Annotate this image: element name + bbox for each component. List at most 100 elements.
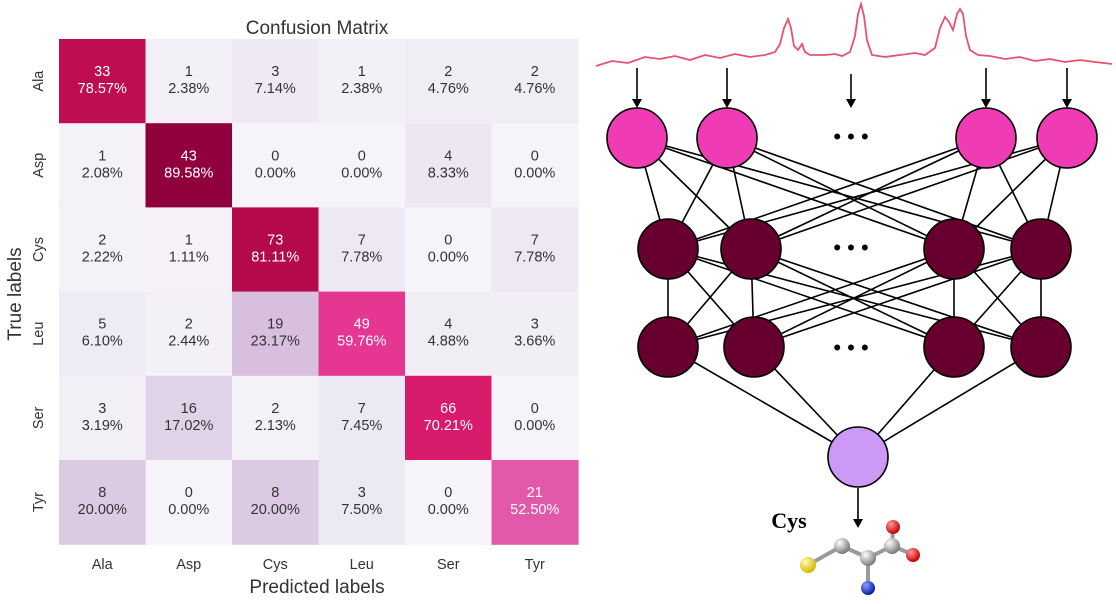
heatmap-cell	[59, 460, 147, 545]
y-tick-label: Ala	[31, 70, 47, 92]
heatmap-cell	[145, 375, 233, 461]
heatmap-cell	[59, 39, 147, 124]
heatmap-cell	[318, 291, 406, 377]
output-node	[827, 426, 889, 488]
cell-percent-label: 3.19%	[82, 418, 123, 434]
cell-count-label: 7	[358, 233, 366, 249]
heatmap-cell	[491, 460, 579, 545]
input-node	[955, 107, 1017, 169]
heatmap-cell	[145, 460, 233, 545]
tick-labels: Ala Asp Cys Leu Ser Tyr Ala Asp Cys Leu Ser Tyr	[31, 70, 545, 573]
cell-percent-label: 8.33%	[428, 165, 469, 181]
cell-percent-label: 89.58%	[164, 165, 213, 181]
cell-percent-label: 7.78%	[514, 250, 555, 266]
ellipsis-layer-2: • • •	[833, 235, 868, 260]
y-tick-label: Asp	[31, 153, 47, 178]
cell-percent-label: 4.76%	[514, 81, 555, 97]
cell-count-label: 1	[185, 64, 193, 80]
network-edge	[726, 137, 1042, 250]
input-node	[1036, 107, 1098, 169]
cell-percent-label: 0.00%	[428, 502, 469, 518]
cell-count-label: 2	[444, 64, 452, 80]
cell-percent-label: 52.50%	[510, 502, 559, 518]
cell-percent-label: 0.00%	[514, 165, 555, 181]
cell-count-label: 2	[98, 233, 106, 249]
neural-network-diagram: • • • • • • • • • Cys	[595, 0, 1113, 595]
hidden-node	[1010, 316, 1072, 378]
cell-percent-label: 3.66%	[514, 334, 555, 350]
cysteine-molecule-icon	[800, 520, 920, 595]
x-tick-label: Ser	[437, 557, 460, 573]
cell-count-label: 73	[267, 233, 283, 249]
cell-count-label: 49	[354, 317, 370, 333]
network-edge	[636, 137, 955, 250]
hidden-node	[1010, 218, 1072, 280]
input-arrowhead	[632, 99, 642, 108]
network-edge	[726, 137, 955, 250]
cell-percent-label: 1.11%	[169, 250, 209, 266]
cell-count-label: 0	[444, 485, 452, 501]
cell-percent-label: 0.00%	[255, 165, 296, 181]
x-tick-label: Cys	[263, 557, 288, 573]
cell-percent-label: 0.00%	[341, 165, 382, 181]
heatmap-cell	[491, 375, 579, 461]
cell-percent-label: 0.00%	[168, 502, 209, 518]
hidden-node	[723, 316, 785, 378]
y-axis-label: True labels	[5, 247, 26, 340]
network-edge	[667, 346, 859, 458]
cell-percent-label: 20.00%	[251, 502, 300, 518]
cell-percent-label: 7.50%	[341, 502, 382, 518]
heatmap-cell	[405, 460, 493, 545]
heatmap-cell	[318, 375, 406, 461]
y-tick-label: Ser	[31, 406, 47, 429]
cell-percent-label: 7.78%	[341, 250, 382, 266]
hidden-node	[720, 218, 782, 280]
heatmap-cell	[145, 291, 233, 377]
cell-percent-label: 0.00%	[514, 418, 555, 434]
heatmap-cell	[232, 207, 320, 293]
heatmap-cell	[491, 123, 579, 208]
x-tick-label: Tyr	[525, 557, 545, 573]
heatmap-cells: 3378.57%12.38%37.14%12.38%24.76%24.76%12…	[59, 39, 579, 545]
cell-count-label: 1	[185, 233, 193, 249]
heatmap-cell	[59, 123, 147, 208]
hidden-node	[637, 218, 699, 280]
output-label: Cys	[771, 508, 807, 533]
cell-count-label: 33	[94, 64, 110, 80]
network-edges	[636, 137, 1068, 458]
heatmap-cell	[491, 39, 579, 124]
heatmap-cell	[405, 291, 493, 377]
cell-percent-label: 81.11%	[251, 250, 299, 266]
cell-percent-label: 2.44%	[168, 334, 209, 350]
cell-percent-label: 4.88%	[428, 334, 469, 350]
cell-percent-label: 2.13%	[255, 418, 296, 434]
heatmap-cell	[232, 375, 320, 461]
cell-count-label: 8	[271, 485, 279, 501]
cell-count-label: 7	[531, 233, 539, 249]
cell-percent-label: 78.57%	[78, 81, 127, 97]
heatmap-cell	[145, 39, 233, 124]
cell-count-label: 1	[98, 148, 106, 164]
heatmap-cell	[318, 460, 406, 545]
cell-count-label: 0	[358, 148, 366, 164]
cell-count-label: 2	[271, 401, 279, 417]
x-tick-label: Leu	[350, 557, 374, 573]
heatmap-cell	[491, 207, 579, 293]
cell-count-label: 0	[271, 148, 279, 164]
cell-count-label: 3	[531, 317, 539, 333]
input-node	[696, 107, 758, 169]
heatmap-cell	[59, 207, 147, 293]
y-tick-label: Cys	[31, 237, 47, 262]
cell-percent-label: 23.17%	[251, 334, 300, 350]
heatmap-cell	[318, 39, 406, 124]
cell-count-label: 3	[271, 64, 279, 80]
cell-percent-label: 59.76%	[337, 334, 386, 350]
cell-count-label: 7	[358, 401, 366, 417]
cell-count-label: 0	[531, 148, 539, 164]
cell-count-label: 4	[444, 317, 452, 333]
input-arrowhead	[981, 99, 991, 108]
network-edge	[750, 137, 1068, 250]
heatmap-cell	[405, 123, 493, 208]
cell-count-label: 2	[185, 317, 193, 333]
